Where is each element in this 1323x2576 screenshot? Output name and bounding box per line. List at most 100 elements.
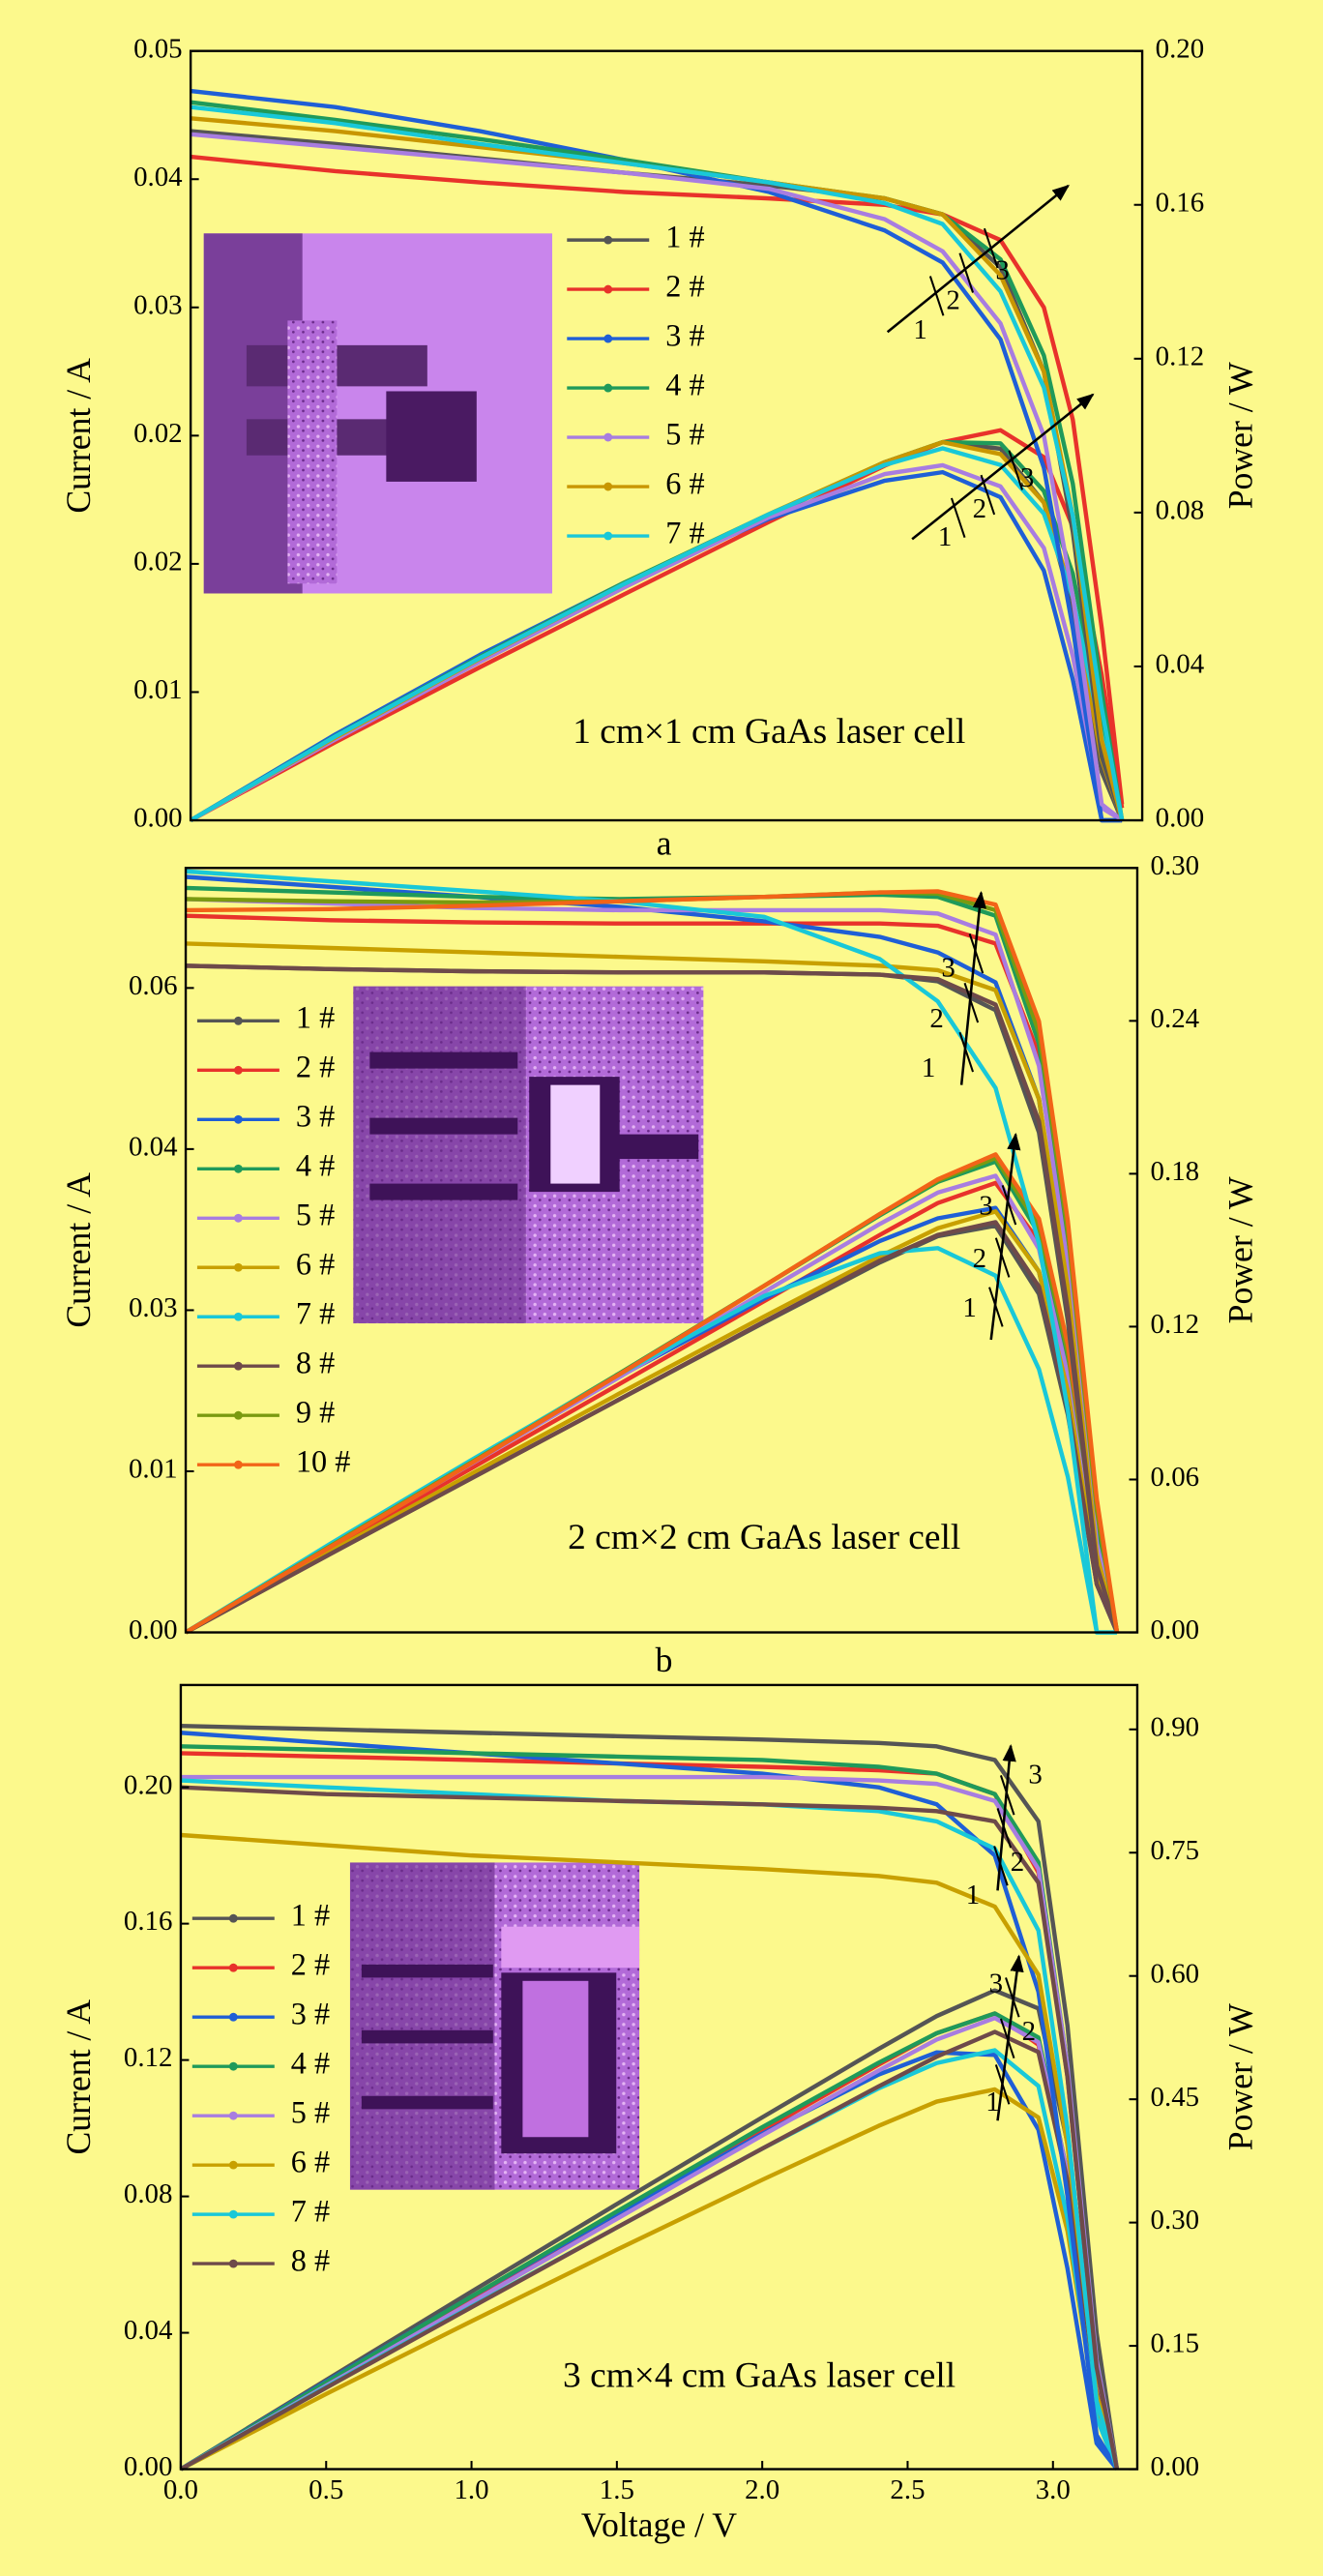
y2-tick-label: 0.45 [1151, 2082, 1200, 2113]
x-tick-label: 0.5 [309, 2474, 343, 2505]
y-tick-label: 0.02 [133, 547, 183, 577]
x-tick-label: 1.0 [455, 2474, 489, 2505]
y-tick-label: 0.05 [133, 33, 183, 64]
legend-label: 4 # [296, 1148, 335, 1183]
legend-marker [603, 433, 612, 442]
y-tick-label: 0.01 [133, 674, 183, 705]
arrow-label: 3 [941, 952, 955, 983]
legend-marker [229, 1964, 238, 1972]
arrow-label: 1 [962, 1292, 976, 1323]
y-tick-label: 0.02 [133, 418, 183, 449]
legend-label: 2 # [296, 1050, 335, 1084]
legend-label: 1 # [665, 220, 704, 254]
x-tick-label: 2.0 [745, 2474, 779, 2505]
y2-tick-label: 0.60 [1151, 1958, 1200, 1989]
x-tick-label: 2.5 [890, 2474, 925, 2505]
legend-label: 2 # [665, 269, 704, 304]
legend-label: 7 # [291, 2194, 330, 2229]
legend-marker [603, 532, 612, 541]
arrow-label: 3 [995, 255, 1009, 286]
legend-marker [234, 1461, 243, 1469]
legend-label: 5 # [665, 416, 704, 451]
legend-label: 2 # [291, 1947, 330, 1982]
legend-marker [234, 1066, 243, 1075]
arrow-label: 3 [1020, 462, 1034, 493]
arrow-label: 2 [929, 1003, 943, 1034]
legend-label: 6 # [291, 2145, 330, 2179]
legend-marker [234, 1313, 243, 1321]
y2-axis-label: Power / W [1221, 2003, 1260, 2150]
legend-marker [229, 2062, 238, 2071]
legend-label: 10 # [296, 1444, 350, 1479]
y2-tick-label: 0.30 [1151, 850, 1200, 881]
annotation: 3 cm×4 cm GaAs laser cell [563, 2356, 956, 2396]
arrow-label: 1 [913, 314, 926, 345]
legend-marker [234, 1362, 243, 1371]
y-tick-label: 0.04 [129, 1132, 178, 1163]
y-axis-label: Current / A [59, 1172, 98, 1328]
legend-marker [234, 1115, 243, 1124]
y2-tick-label: 0.18 [1151, 1156, 1200, 1187]
legend-label: 8 # [296, 1346, 335, 1380]
y2-tick-label: 0.08 [1156, 495, 1205, 526]
legend-marker [234, 1263, 243, 1272]
y2-tick-label: 0.00 [1151, 2451, 1200, 2482]
legend-marker [229, 2260, 238, 2268]
x-axis-label: Voltage / V [581, 2505, 737, 2544]
inset-photo [350, 1862, 639, 2189]
legend-label: 8 # [291, 2243, 330, 2278]
x-tick-label: 0.0 [163, 2474, 198, 2505]
legend-label: 1 # [291, 1898, 330, 1933]
arrow-label: 1 [985, 2087, 999, 2117]
y2-tick-label: 0.06 [1151, 1462, 1200, 1493]
arrow-label: 3 [1028, 1760, 1042, 1791]
legend-marker [229, 2161, 238, 2170]
legend-label: 1 # [296, 1000, 335, 1035]
legend-marker [229, 2013, 238, 2022]
panel-caption: b [656, 1641, 673, 1679]
y-tick-label: 0.12 [124, 2042, 173, 2073]
legend-marker [234, 1165, 243, 1173]
arrow-label: 1 [938, 521, 952, 552]
y-axis-label: Current / A [59, 358, 98, 514]
legend-label: 4 # [665, 367, 704, 401]
legend-label: 5 # [291, 2095, 330, 2130]
arrow-label: 2 [973, 1243, 986, 1274]
y2-tick-label: 0.00 [1156, 803, 1205, 834]
legend-marker [234, 1017, 243, 1025]
y-tick-label: 0.04 [133, 162, 183, 192]
figure: 0.000.010.020.020.030.040.050.000.040.08… [0, 0, 1323, 2576]
legend-marker [229, 2112, 238, 2120]
arrow-label: 1 [922, 1052, 935, 1083]
legend-label: 6 # [296, 1247, 335, 1282]
y-tick-label: 0.00 [133, 803, 183, 834]
annotation: 2 cm×2 cm GaAs laser cell [568, 1518, 960, 1557]
legend-label: 6 # [665, 465, 704, 500]
legend-marker [603, 285, 612, 294]
y-tick-label: 0.01 [129, 1454, 178, 1485]
legend-marker [234, 1214, 243, 1223]
y-tick-label: 0.03 [133, 289, 183, 320]
arrow-label: 2 [973, 493, 986, 524]
legend-marker [234, 1411, 243, 1420]
y-tick-label: 0.16 [124, 1906, 173, 1937]
legend-marker [603, 335, 612, 343]
legend-marker [603, 483, 612, 491]
y2-axis-label: Power / W [1221, 1176, 1260, 1323]
y2-tick-label: 0.20 [1156, 33, 1205, 64]
y2-axis-label: Power / W [1221, 362, 1260, 509]
panel-caption: a [657, 823, 672, 862]
y2-tick-label: 0.24 [1151, 1003, 1200, 1034]
y-tick-label: 0.08 [124, 2178, 173, 2209]
y2-tick-label: 0.75 [1151, 1835, 1200, 1866]
inset-photo [204, 233, 552, 593]
legend-label: 3 # [665, 317, 704, 352]
inset-photo [353, 987, 703, 1323]
legend-label: 7 # [665, 515, 704, 549]
legend-marker [603, 384, 612, 393]
legend-marker [229, 2210, 238, 2219]
y2-tick-label: 0.12 [1151, 1309, 1200, 1340]
x-tick-label: 3.0 [1036, 2474, 1071, 2505]
legend-label: 7 # [296, 1296, 335, 1331]
legend-label: 3 # [296, 1099, 335, 1134]
